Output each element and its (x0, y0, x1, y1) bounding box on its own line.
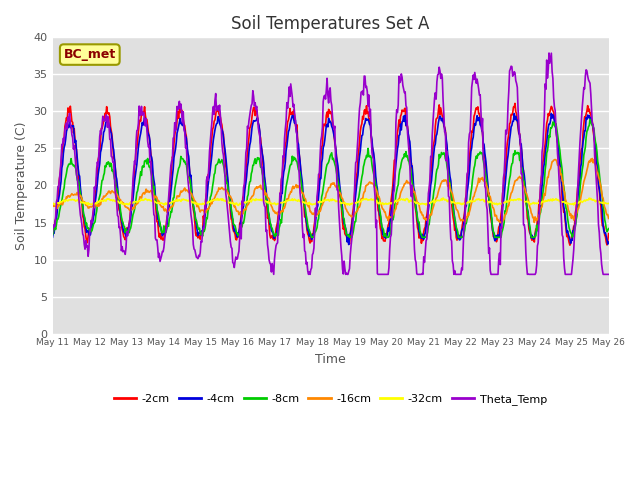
Title: Soil Temperatures Set A: Soil Temperatures Set A (232, 15, 429, 33)
Y-axis label: Soil Temperature (C): Soil Temperature (C) (15, 121, 28, 250)
Text: BC_met: BC_met (63, 48, 116, 61)
Legend: -2cm, -4cm, -8cm, -16cm, -32cm, Theta_Temp: -2cm, -4cm, -8cm, -16cm, -32cm, Theta_Te… (109, 390, 552, 409)
X-axis label: Time: Time (315, 353, 346, 366)
